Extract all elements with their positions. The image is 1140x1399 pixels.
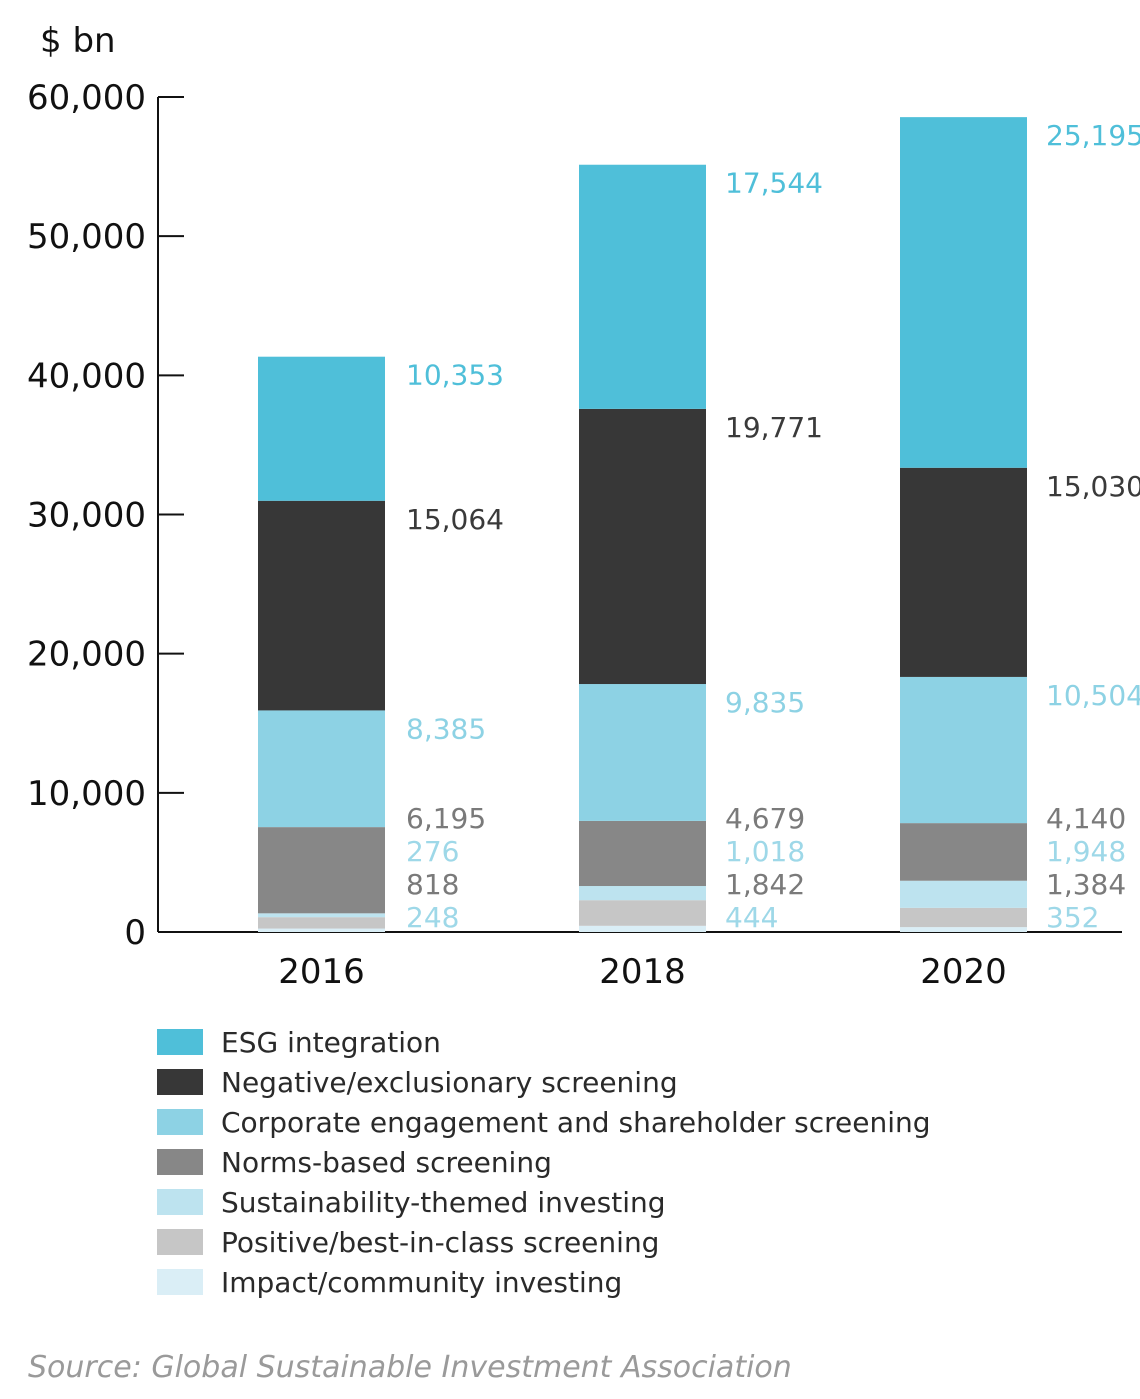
y-tick-label: 10,000 — [27, 774, 146, 814]
data-label: 19,771 — [725, 411, 823, 444]
legend-label: Norms-based screening — [221, 1145, 552, 1179]
legend-label: Impact/community investing — [221, 1265, 623, 1299]
legend-item: Positive/best-in-class screening — [157, 1222, 931, 1262]
data-label: 10,353 — [406, 359, 504, 392]
data-label: 276 — [406, 835, 459, 868]
legend-label: Sustainability-themed investing — [221, 1185, 666, 1219]
bar-segment — [258, 917, 385, 929]
data-label: 248 — [406, 901, 459, 934]
y-tick-label: 20,000 — [27, 635, 146, 675]
data-label: 818 — [406, 868, 459, 901]
legend-item: ESG integration — [157, 1022, 931, 1062]
bar-segment — [258, 356, 385, 501]
legend-label: ESG integration — [221, 1025, 441, 1059]
data-label: 15,030 — [1046, 470, 1140, 503]
bar-segment — [900, 927, 1027, 932]
bar-segment — [579, 886, 706, 901]
data-label: 352 — [1046, 901, 1099, 934]
data-label: 25,195 — [1046, 119, 1140, 152]
y-tick-label: 30,000 — [27, 496, 146, 536]
data-label: 1,018 — [725, 835, 805, 868]
data-label: 4,679 — [725, 802, 805, 835]
data-label: 444 — [725, 901, 778, 934]
legend: ESG integration Negative/exclusionary scr… — [157, 1022, 931, 1302]
chart-svg: $ bn 0 10,000 20,000 30,000 40,000 50,000 60,00… — [27, 21, 1140, 992]
legend-swatch — [157, 1149, 203, 1175]
legend-item: Impact/community investing — [157, 1262, 931, 1302]
legend-swatch — [157, 1229, 203, 1255]
legend-swatch — [157, 1029, 203, 1055]
legend-item: Negative/exclusionary screening — [157, 1062, 931, 1102]
legend-item: Corporate engagement and shareholder scr… — [157, 1102, 931, 1142]
legend-swatch — [157, 1109, 203, 1135]
bar-segment — [579, 925, 706, 932]
legend-label: Corporate engagement and shareholder scr… — [221, 1105, 931, 1139]
bar-segment — [258, 500, 385, 711]
bar-segment — [258, 928, 385, 932]
y-tick-label: 40,000 — [27, 356, 146, 396]
bar-segment — [900, 467, 1027, 677]
data-label: 6,195 — [406, 802, 486, 835]
data-label: 1,842 — [725, 868, 805, 901]
data-label: 10,504 — [1046, 679, 1140, 712]
data-label: 9,835 — [725, 686, 805, 719]
legend-label: Positive/best-in-class screening — [221, 1225, 660, 1259]
legend-swatch — [157, 1069, 203, 1095]
bar-segment — [900, 880, 1027, 908]
data-label: 8,385 — [406, 712, 486, 745]
bar-segment — [900, 823, 1027, 881]
legend-item: Norms-based screening — [157, 1142, 931, 1182]
data-label: 4,140 — [1046, 802, 1126, 835]
data-label: 17,544 — [725, 167, 823, 200]
y-tick-label: 50,000 — [27, 217, 146, 257]
legend-swatch — [157, 1269, 203, 1295]
legend-swatch — [157, 1189, 203, 1215]
data-label: 15,064 — [406, 503, 504, 536]
bar-segment — [258, 913, 385, 918]
x-tick-label: 2018 — [599, 952, 686, 992]
bar-segment — [900, 117, 1027, 468]
bar-segment — [900, 907, 1027, 928]
source-note: Source: Global Sustainable Investment As… — [28, 1350, 792, 1385]
bar-segment — [579, 820, 706, 887]
bar-segment — [258, 710, 385, 828]
y-tick-label: 60,000 — [27, 78, 146, 118]
bar-segment — [579, 408, 706, 685]
x-tick-label: 2016 — [278, 952, 365, 992]
x-tick-label: 2020 — [920, 952, 1007, 992]
legend-label: Negative/exclusionary screening — [221, 1065, 678, 1099]
unit-label: $ bn — [40, 21, 116, 61]
data-label: 1,948 — [1046, 835, 1126, 868]
bar-segment — [579, 684, 706, 821]
bar-segment — [579, 164, 706, 409]
bar-segment — [258, 827, 385, 914]
data-label: 1,384 — [1046, 868, 1126, 901]
bar-segment — [900, 676, 1027, 824]
bar-segment — [579, 900, 706, 926]
legend-item: Sustainability-themed investing — [157, 1182, 931, 1222]
y-tick-label: 0 — [124, 913, 146, 953]
